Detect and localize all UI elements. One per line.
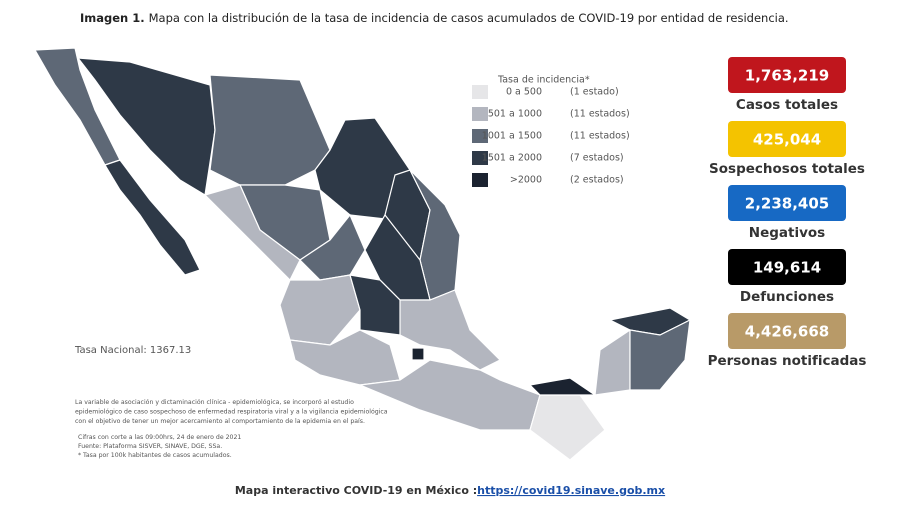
state	[529, 394, 606, 461]
state	[209, 74, 331, 186]
note: La variable de asociación y dictaminació…	[75, 398, 354, 406]
legend-title: Tasa de incidencia*	[497, 75, 590, 86]
legend-range: 1501 a 2000	[482, 153, 542, 164]
stat-box	[728, 249, 846, 285]
legend: Tasa de incidencia* 0 a 500 (1 estado) 501…	[472, 75, 630, 187]
legend-range: >2000	[510, 175, 542, 186]
legend-swatch	[472, 129, 488, 143]
stat-label: Sospechosos totales	[709, 161, 865, 177]
stat-box	[728, 313, 846, 349]
stat-box	[728, 57, 846, 93]
state	[104, 159, 201, 276]
stat-value: 425,044	[753, 131, 821, 149]
stat-value: 4,426,668	[745, 323, 829, 341]
stat-value: 2,238,405	[745, 195, 829, 213]
legend-count: (7 estados)	[570, 153, 624, 164]
legend-swatch	[472, 151, 488, 165]
state	[76, 57, 216, 196]
legend-swatch	[472, 173, 488, 187]
stats: 1,763,219 Casos totales 425,044 Sospechosos…	[708, 57, 867, 369]
stat-value: 1,763,219	[745, 67, 829, 85]
legend-swatch	[472, 107, 488, 121]
note: * Tasa por 100k habitantes de casos acum…	[78, 452, 232, 459]
state	[528, 377, 597, 396]
title-text: Mapa con la distribución de la tasa de i…	[149, 11, 789, 25]
stat-box	[728, 121, 846, 157]
state	[411, 347, 425, 361]
legend-range: 501 a 1000	[488, 109, 542, 120]
stat-label: Casos totales	[736, 97, 838, 113]
state	[279, 274, 361, 346]
title-label: Imagen 1.	[80, 11, 145, 25]
legend-count: (11 estados)	[570, 109, 630, 120]
stat-label: Defunciones	[740, 289, 834, 305]
note: con el objetivo de tener un mejor acerca…	[75, 417, 365, 425]
legend-range: 1001 a 1500	[482, 131, 542, 142]
notes: La variable de asociación y dictaminació…	[75, 398, 388, 459]
note: Cifras con corte a las 09:00hrs, 24 de e…	[78, 434, 241, 441]
state	[357, 359, 541, 431]
title: Imagen 1. Mapa con la distribución de la …	[80, 11, 789, 25]
legend-count: (1 estado)	[570, 87, 619, 98]
state	[399, 289, 502, 371]
footer: Mapa interactivo COVID-19 en México :htt…	[235, 484, 665, 497]
state	[594, 328, 631, 396]
legend-swatch	[472, 85, 488, 99]
state	[629, 318, 691, 391]
note: Fuente: Plataforma SISVER, SINAVE, DGE, …	[78, 443, 222, 450]
footer-link[interactable]: https://covid19.sinave.gob.mx	[477, 484, 665, 497]
stat-value: 149,614	[753, 259, 821, 277]
legend-range: 0 a 500	[506, 87, 542, 98]
national-rate: Tasa Nacional: 1367.13	[74, 345, 191, 356]
legend-count: (2 estados)	[570, 175, 624, 186]
note: epidemiológico de caso sospechoso de enf…	[75, 408, 388, 416]
footer-text: Mapa interactivo COVID-19 en México :	[235, 484, 477, 497]
stat-label: Negativos	[749, 225, 825, 241]
stat-box	[728, 185, 846, 221]
stat-label: Personas notificadas	[708, 353, 867, 369]
legend-count: (11 estados)	[570, 131, 630, 142]
map	[33, 47, 692, 461]
